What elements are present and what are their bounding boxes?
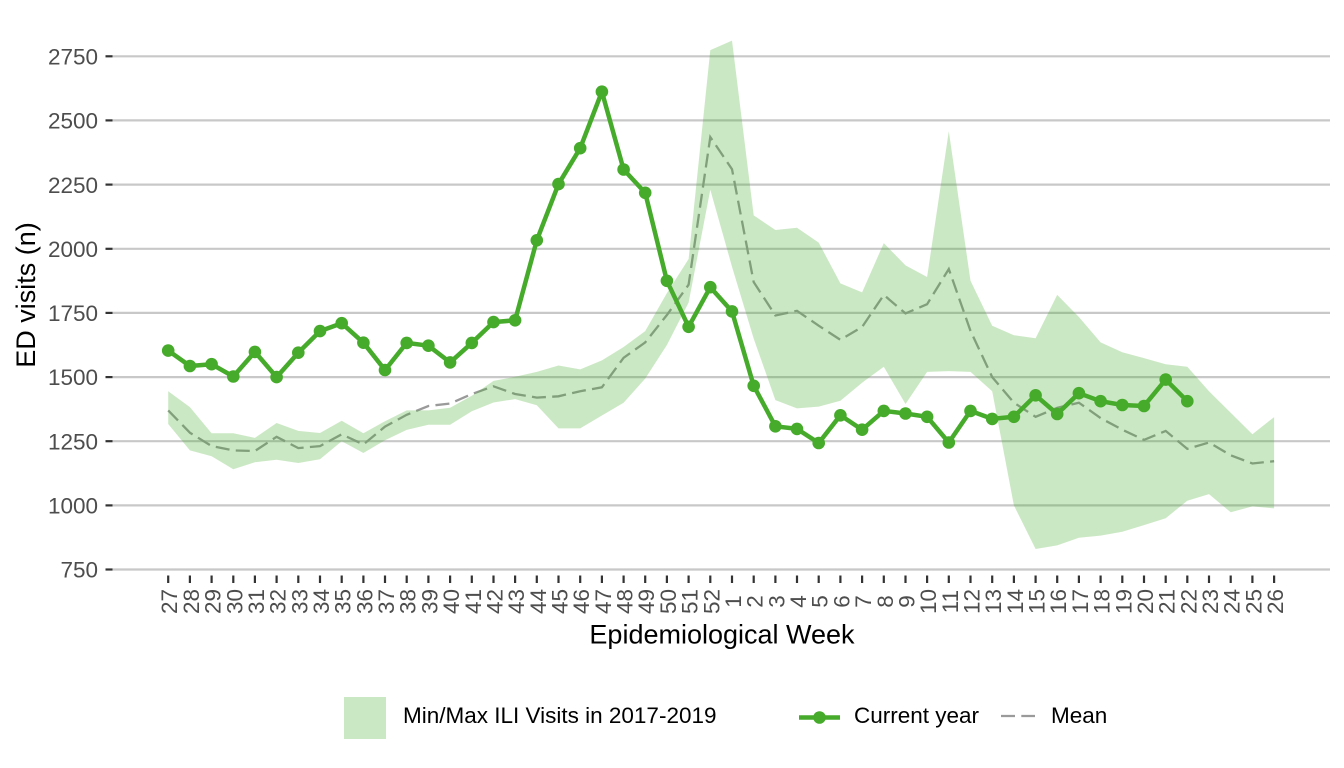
svg-text:Epidemiological Week: Epidemiological Week <box>589 620 855 650</box>
svg-text:31: 31 <box>244 589 269 614</box>
svg-text:27: 27 <box>157 589 182 614</box>
svg-text:41: 41 <box>461 589 486 614</box>
svg-text:3: 3 <box>764 595 789 608</box>
svg-text:25: 25 <box>1241 589 1266 614</box>
svg-text:50: 50 <box>656 589 681 614</box>
svg-text:9: 9 <box>895 595 920 608</box>
svg-text:35: 35 <box>331 589 356 614</box>
svg-text:12: 12 <box>960 589 985 614</box>
svg-text:24: 24 <box>1220 589 1245 614</box>
svg-text:Min/Max ILI Visits in 2017-201: Min/Max ILI Visits in 2017-2019 <box>403 703 717 728</box>
svg-text:51: 51 <box>678 589 703 614</box>
svg-text:1: 1 <box>721 595 746 608</box>
svg-text:Current year: Current year <box>854 703 980 728</box>
svg-text:1250: 1250 <box>48 429 98 454</box>
svg-text:17: 17 <box>1068 589 1093 614</box>
svg-text:29: 29 <box>201 589 226 614</box>
svg-text:750: 750 <box>60 558 98 583</box>
svg-text:45: 45 <box>548 589 573 614</box>
svg-text:44: 44 <box>526 589 551 614</box>
svg-text:30: 30 <box>222 589 247 614</box>
svg-text:ED visits (n): ED visits (n) <box>11 222 41 368</box>
svg-text:43: 43 <box>504 589 529 614</box>
svg-text:11: 11 <box>938 590 963 613</box>
svg-text:52: 52 <box>699 589 724 614</box>
svg-text:18: 18 <box>1090 589 1115 614</box>
svg-text:48: 48 <box>613 589 638 614</box>
svg-text:23: 23 <box>1198 589 1223 614</box>
svg-text:1000: 1000 <box>48 494 98 519</box>
svg-text:34: 34 <box>309 589 334 614</box>
svg-text:2000: 2000 <box>48 237 98 262</box>
svg-text:39: 39 <box>417 589 442 614</box>
svg-text:28: 28 <box>179 589 204 614</box>
svg-text:21: 21 <box>1155 589 1180 614</box>
svg-text:13: 13 <box>981 589 1006 614</box>
svg-text:2: 2 <box>743 595 768 608</box>
svg-text:2500: 2500 <box>48 109 98 134</box>
svg-text:10: 10 <box>916 589 941 614</box>
svg-text:2250: 2250 <box>48 173 98 198</box>
svg-text:1750: 1750 <box>48 301 98 326</box>
svg-text:7: 7 <box>851 595 876 608</box>
svg-text:4: 4 <box>786 595 811 608</box>
svg-text:37: 37 <box>374 589 399 614</box>
svg-text:22: 22 <box>1176 589 1201 614</box>
svg-text:6: 6 <box>829 595 854 608</box>
svg-text:36: 36 <box>352 589 377 614</box>
svg-text:15: 15 <box>1025 589 1050 614</box>
svg-text:47: 47 <box>591 589 616 614</box>
svg-text:1500: 1500 <box>48 365 98 390</box>
svg-text:Mean: Mean <box>1051 703 1107 728</box>
svg-text:42: 42 <box>483 589 508 614</box>
svg-text:2750: 2750 <box>48 45 98 70</box>
svg-text:38: 38 <box>396 589 421 614</box>
svg-text:46: 46 <box>569 589 594 614</box>
svg-text:14: 14 <box>1003 589 1028 614</box>
svg-text:16: 16 <box>1046 589 1071 614</box>
svg-text:32: 32 <box>266 589 291 614</box>
svg-text:19: 19 <box>1111 589 1136 614</box>
svg-text:49: 49 <box>634 589 659 614</box>
svg-text:33: 33 <box>287 589 312 614</box>
svg-text:20: 20 <box>1133 589 1158 614</box>
svg-text:5: 5 <box>808 595 833 608</box>
svg-text:8: 8 <box>873 595 898 608</box>
svg-text:40: 40 <box>439 589 464 614</box>
svg-text:26: 26 <box>1263 589 1288 614</box>
